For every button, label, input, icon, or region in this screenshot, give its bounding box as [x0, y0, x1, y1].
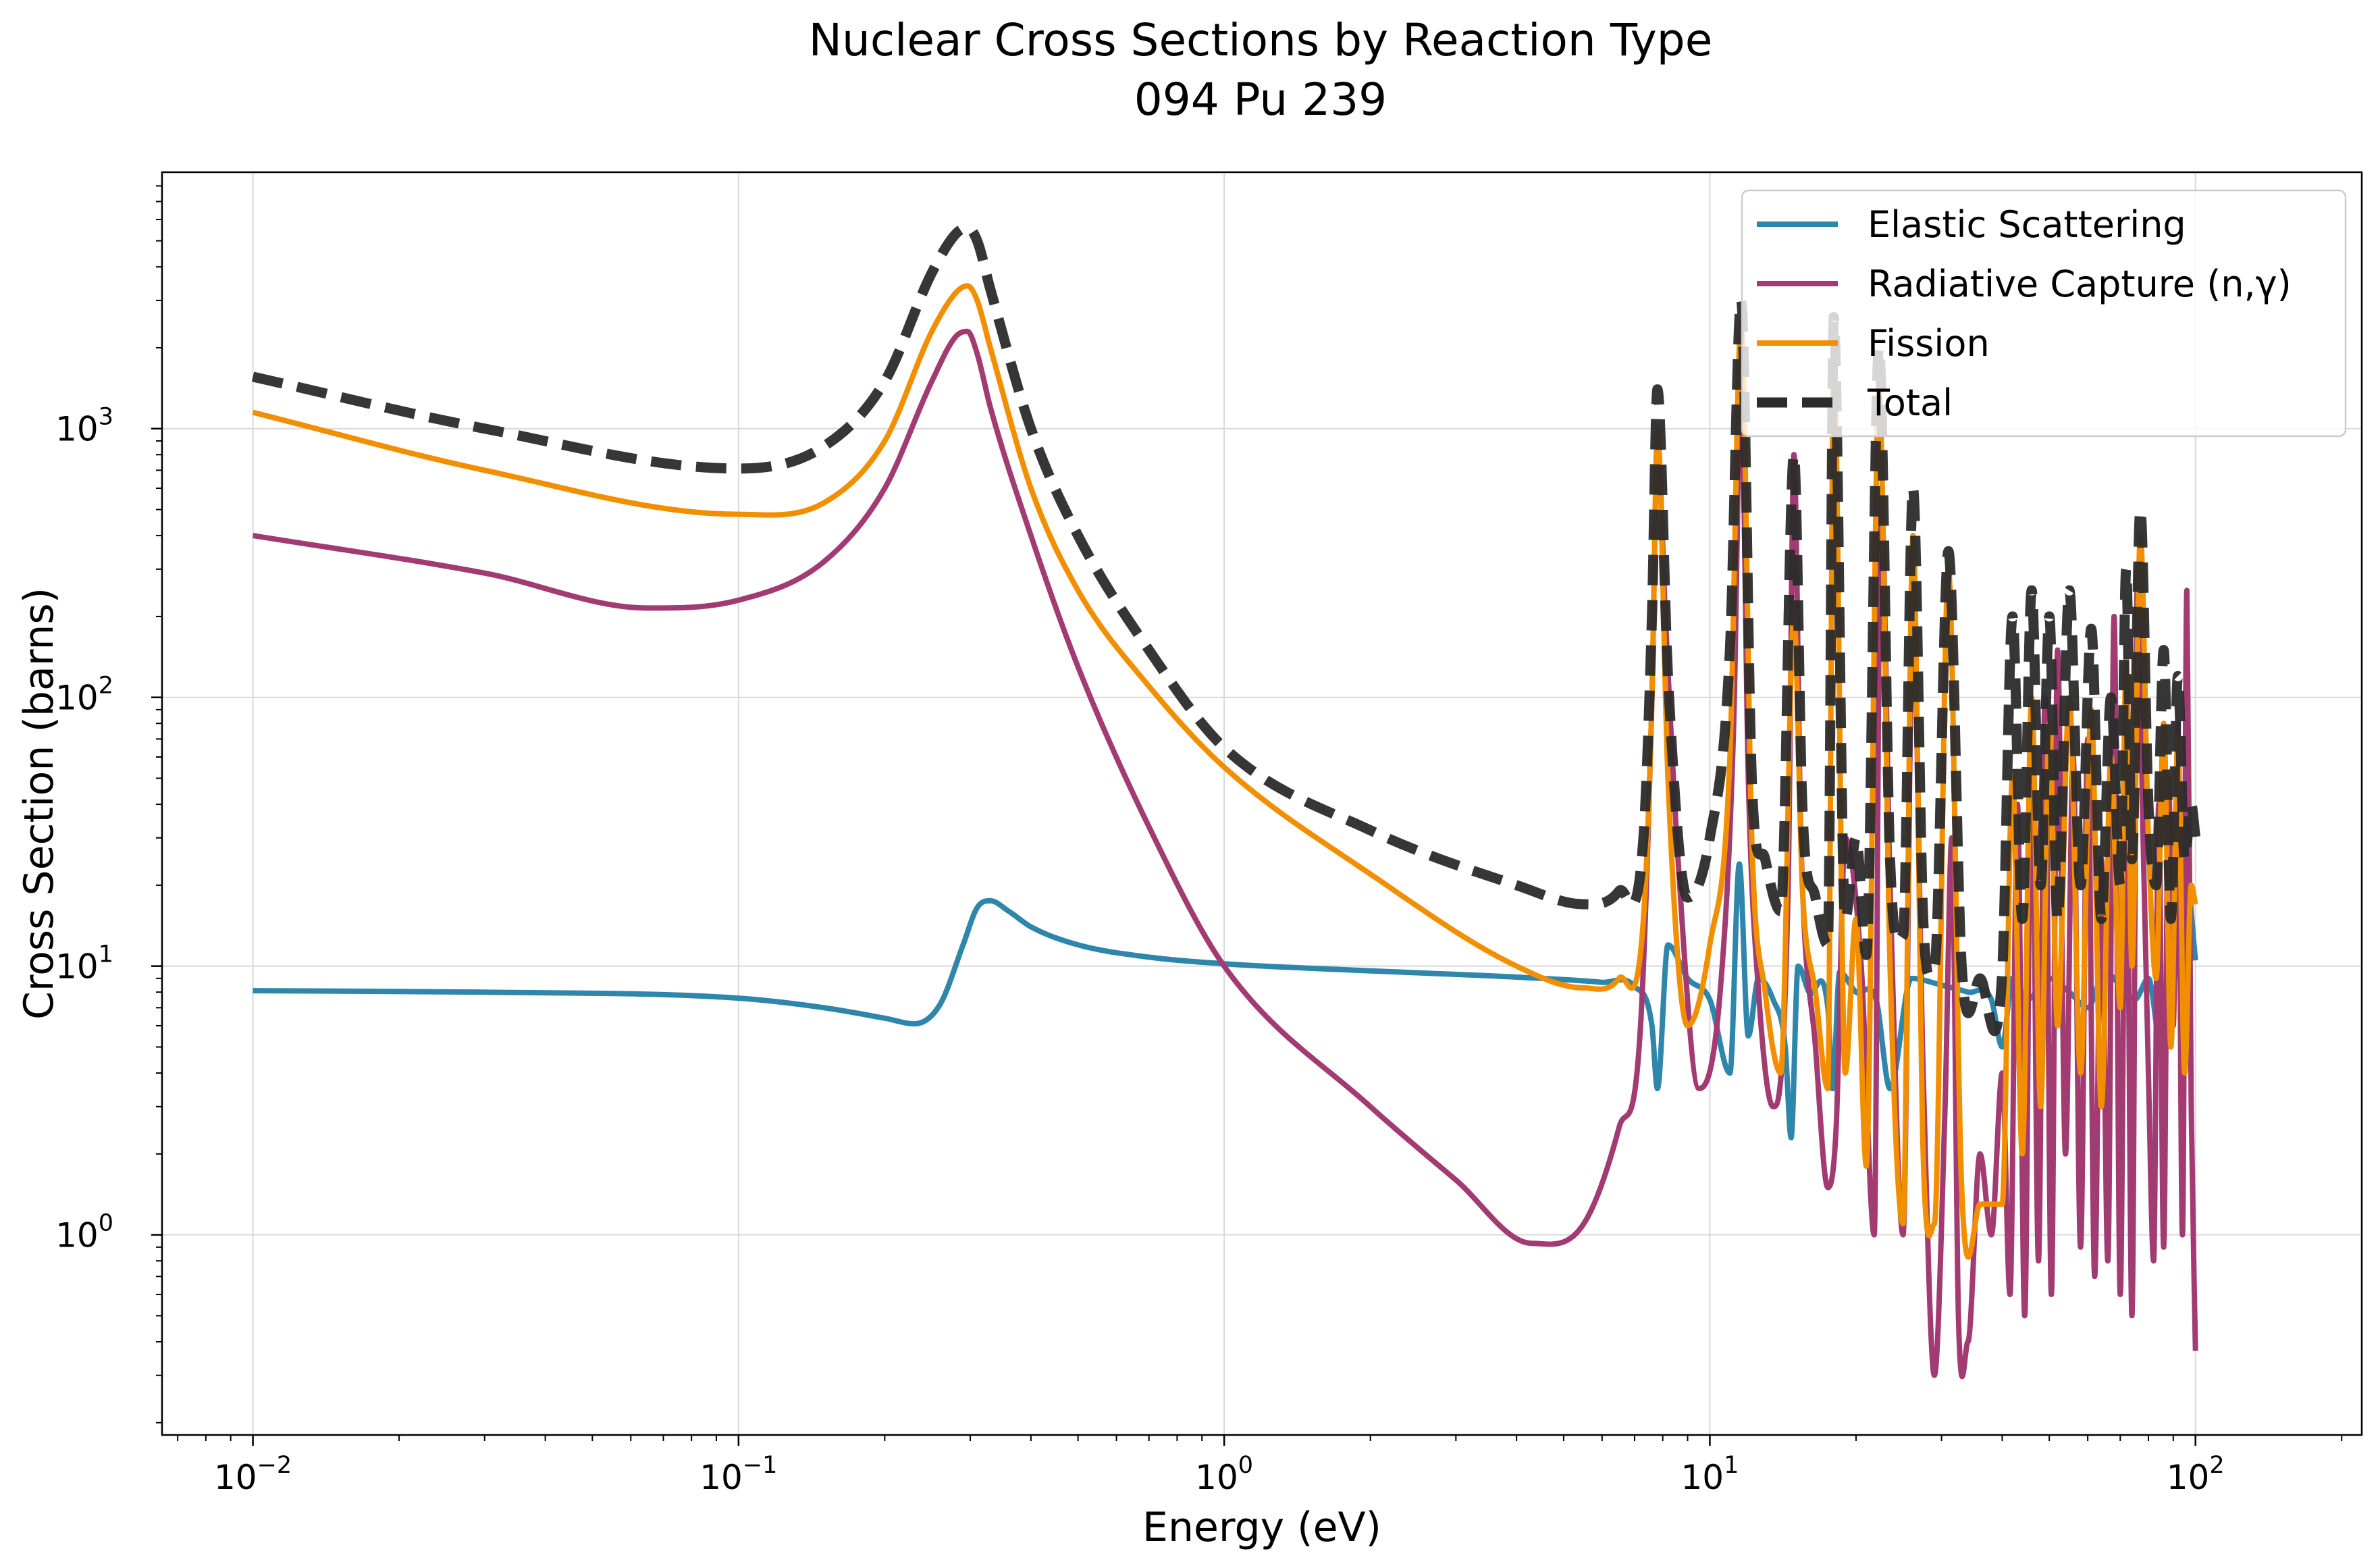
x-tick-label: 10−2 [214, 1452, 292, 1497]
y-tick-base: 10 [55, 410, 99, 449]
legend-label-total: Total [1867, 382, 1953, 424]
legend-box [1741, 189, 2347, 438]
x-tick-base: 10 [1681, 1458, 1724, 1497]
y-tick-label: 103 [55, 404, 113, 449]
y-tick-base: 10 [55, 947, 99, 987]
y-tick-label: 102 [55, 673, 113, 718]
x-tick-label: 100 [1195, 1452, 1253, 1497]
x-tick-exponent: 0 [1238, 1452, 1253, 1479]
x-tick-exponent: −1 [743, 1452, 778, 1479]
plot-series [251, 222, 2201, 1380]
x-tick-label: 102 [2167, 1452, 2225, 1497]
chart-title: Nuclear Cross Sections by Reaction Type [809, 14, 1713, 66]
y-tick-label: 101 [55, 941, 113, 987]
x-axis-label: Energy (eV) [1142, 1504, 1381, 1551]
x-tick-base: 10 [2167, 1458, 2210, 1497]
x-tick-exponent: −2 [257, 1452, 292, 1479]
legend: Elastic Scattering Radiative Capture (n,γ… [1741, 189, 2347, 438]
x-tick-base: 10 [699, 1458, 743, 1497]
x-tick-exponent: 2 [2209, 1452, 2224, 1479]
chart-subtitle: 094 Pu 239 [1134, 74, 1387, 126]
legend-label-fission: Fission [1868, 322, 1990, 365]
x-tick-exponent: 1 [1724, 1452, 1739, 1479]
x-tick-label: 101 [1681, 1452, 1739, 1497]
y-tick-base: 10 [55, 1216, 99, 1255]
y-tick-exponent: 2 [99, 673, 113, 700]
x-tick-label: 10−1 [699, 1452, 777, 1497]
y-tick-exponent: 1 [99, 941, 113, 968]
y-tick-exponent: 0 [99, 1210, 113, 1237]
series-line-fission [252, 283, 2198, 1260]
y-tick-exponent: 3 [99, 404, 113, 431]
x-tick-base: 10 [214, 1458, 257, 1497]
series-line-total [251, 222, 2201, 1037]
x-tick-base: 10 [1195, 1458, 1238, 1497]
y-tick-label: 100 [55, 1210, 113, 1255]
y-tick-base: 10 [55, 679, 99, 718]
legend-label-radiative-capture-n: Radiative Capture (n,γ) [1868, 263, 2292, 305]
legend-label-elastic-scattering: Elastic Scattering [1868, 203, 2186, 246]
y-axis-label: Cross Section (barns) [16, 587, 63, 1020]
plot-frame [161, 171, 2363, 1436]
